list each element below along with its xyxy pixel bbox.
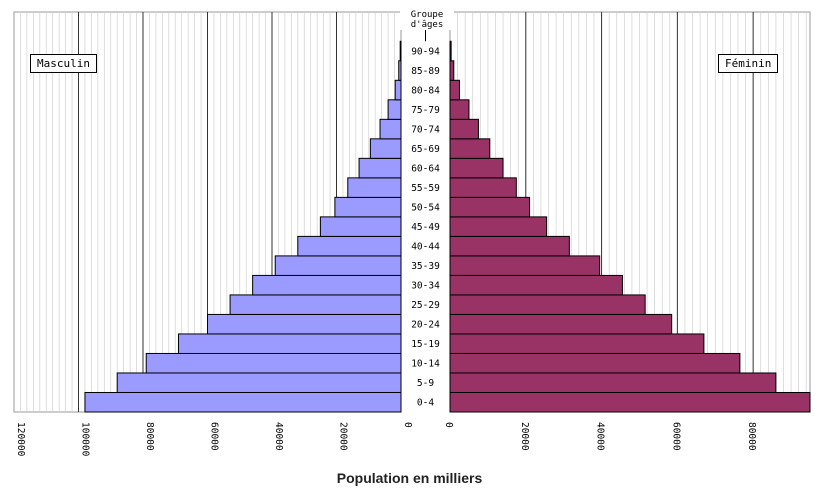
tick-label-male: 80000 [144, 422, 155, 451]
bar-male-85-89 [398, 60, 402, 81]
tick-label-female: 60000 [670, 422, 681, 451]
age-label-45-49: 45-49 [411, 222, 440, 233]
bar-female-40-44 [449, 235, 570, 257]
age-label-75-79: 75-79 [411, 105, 440, 116]
bar-male-90-94 [399, 40, 402, 62]
bar-male-50-54 [334, 196, 402, 218]
bar-male-30-34 [252, 274, 402, 296]
tick-label-male: 0 [402, 422, 413, 428]
age-label-20-24: 20-24 [411, 320, 440, 331]
tick-label-male: 40000 [273, 422, 284, 451]
tick-labels: 120000 100000 80000 60000 40000 20000 0 0 20000 4… [15, 422, 757, 457]
age-axis-title-line1: Groupe [410, 10, 444, 20]
age-label-85-89: 85-89 [411, 66, 440, 77]
bar-female-75-79 [449, 99, 470, 120]
age-label-0-4: 0-4 [417, 398, 434, 409]
bar-male-75-79 [387, 99, 402, 120]
age-label-65-69: 65-69 [411, 144, 440, 155]
bar-female-25-29 [449, 294, 646, 315]
tick-label-female: 80000 [746, 422, 757, 451]
tick-label-male: 120000 [15, 422, 26, 457]
age-label-15-19: 15-19 [411, 339, 440, 350]
age-label-25-29: 25-29 [411, 300, 440, 311]
age-axis-title-line2: d'âges [410, 20, 444, 30]
age-label-60-64: 60-64 [411, 164, 440, 175]
bars [84, 40, 811, 413]
age-label-50-54: 50-54 [411, 203, 440, 214]
bar-female-35-39 [449, 255, 601, 276]
tick-label-male: 20000 [338, 422, 349, 451]
bar-male-45-49 [319, 216, 402, 237]
bar-male-65-69 [369, 138, 402, 159]
age-label-55-59: 55-59 [411, 183, 440, 194]
legend-masculin: Masculin [30, 54, 97, 73]
age-label-5-9: 5-9 [417, 378, 434, 389]
x-axis-label: Population en milliers [336, 470, 483, 486]
age-labels: 0-4 5-9 10-14 15-19 20-24 25-29 30-34 35-39 40-4… [411, 12, 440, 409]
bar-female-70-74 [449, 118, 479, 140]
age-label-90-94: 90-94 [411, 47, 440, 58]
bar-female-65-69 [449, 138, 491, 159]
age-label-35-39: 35-39 [411, 261, 440, 272]
bar-female-90-94 [449, 40, 452, 62]
bar-male-0-4 [84, 391, 402, 413]
bar-male-35-39 [274, 255, 402, 276]
legend-feminin: Féminin [718, 54, 779, 73]
bar-male-55-59 [347, 177, 402, 198]
tick-label-female: 0 [443, 422, 454, 428]
bar-male-60-64 [358, 157, 402, 179]
tick-label-male: 60000 [209, 422, 220, 451]
bar-male-70-74 [379, 118, 402, 140]
bar-female-85-89 [449, 60, 455, 81]
bar-female-55-59 [449, 177, 517, 198]
bar-male-25-29 [229, 294, 402, 315]
bar-female-50-54 [449, 196, 531, 218]
bar-male-80-84 [394, 79, 402, 101]
bar-female-20-24 [449, 313, 673, 335]
bar-male-5-9 [116, 372, 402, 393]
bar-female-5-9 [449, 372, 777, 393]
age-label-80-84: 80-84 [411, 86, 440, 97]
age-label-40-44: 40-44 [411, 242, 440, 253]
tick-label-male: 100000 [80, 422, 91, 457]
bar-female-45-49 [449, 216, 548, 237]
age-label-30-34: 30-34 [411, 281, 440, 292]
bar-female-60-64 [449, 157, 504, 179]
bar-female-0-4 [449, 391, 811, 413]
bar-female-30-34 [449, 274, 623, 296]
bar-female-10-14 [449, 352, 741, 374]
age-axis-title: Groupe d'âges [400, 10, 454, 30]
bar-male-40-44 [297, 235, 402, 257]
age-label-70-74: 70-74 [411, 125, 440, 136]
bar-male-20-24 [207, 313, 402, 335]
bar-male-10-14 [145, 352, 402, 374]
bar-female-80-84 [449, 79, 460, 101]
tick-label-female: 40000 [595, 422, 606, 451]
tick-label-female: 20000 [519, 422, 530, 451]
bar-female-15-19 [449, 333, 705, 354]
bar-male-15-19 [177, 333, 402, 354]
age-label-10-14: 10-14 [411, 359, 440, 370]
